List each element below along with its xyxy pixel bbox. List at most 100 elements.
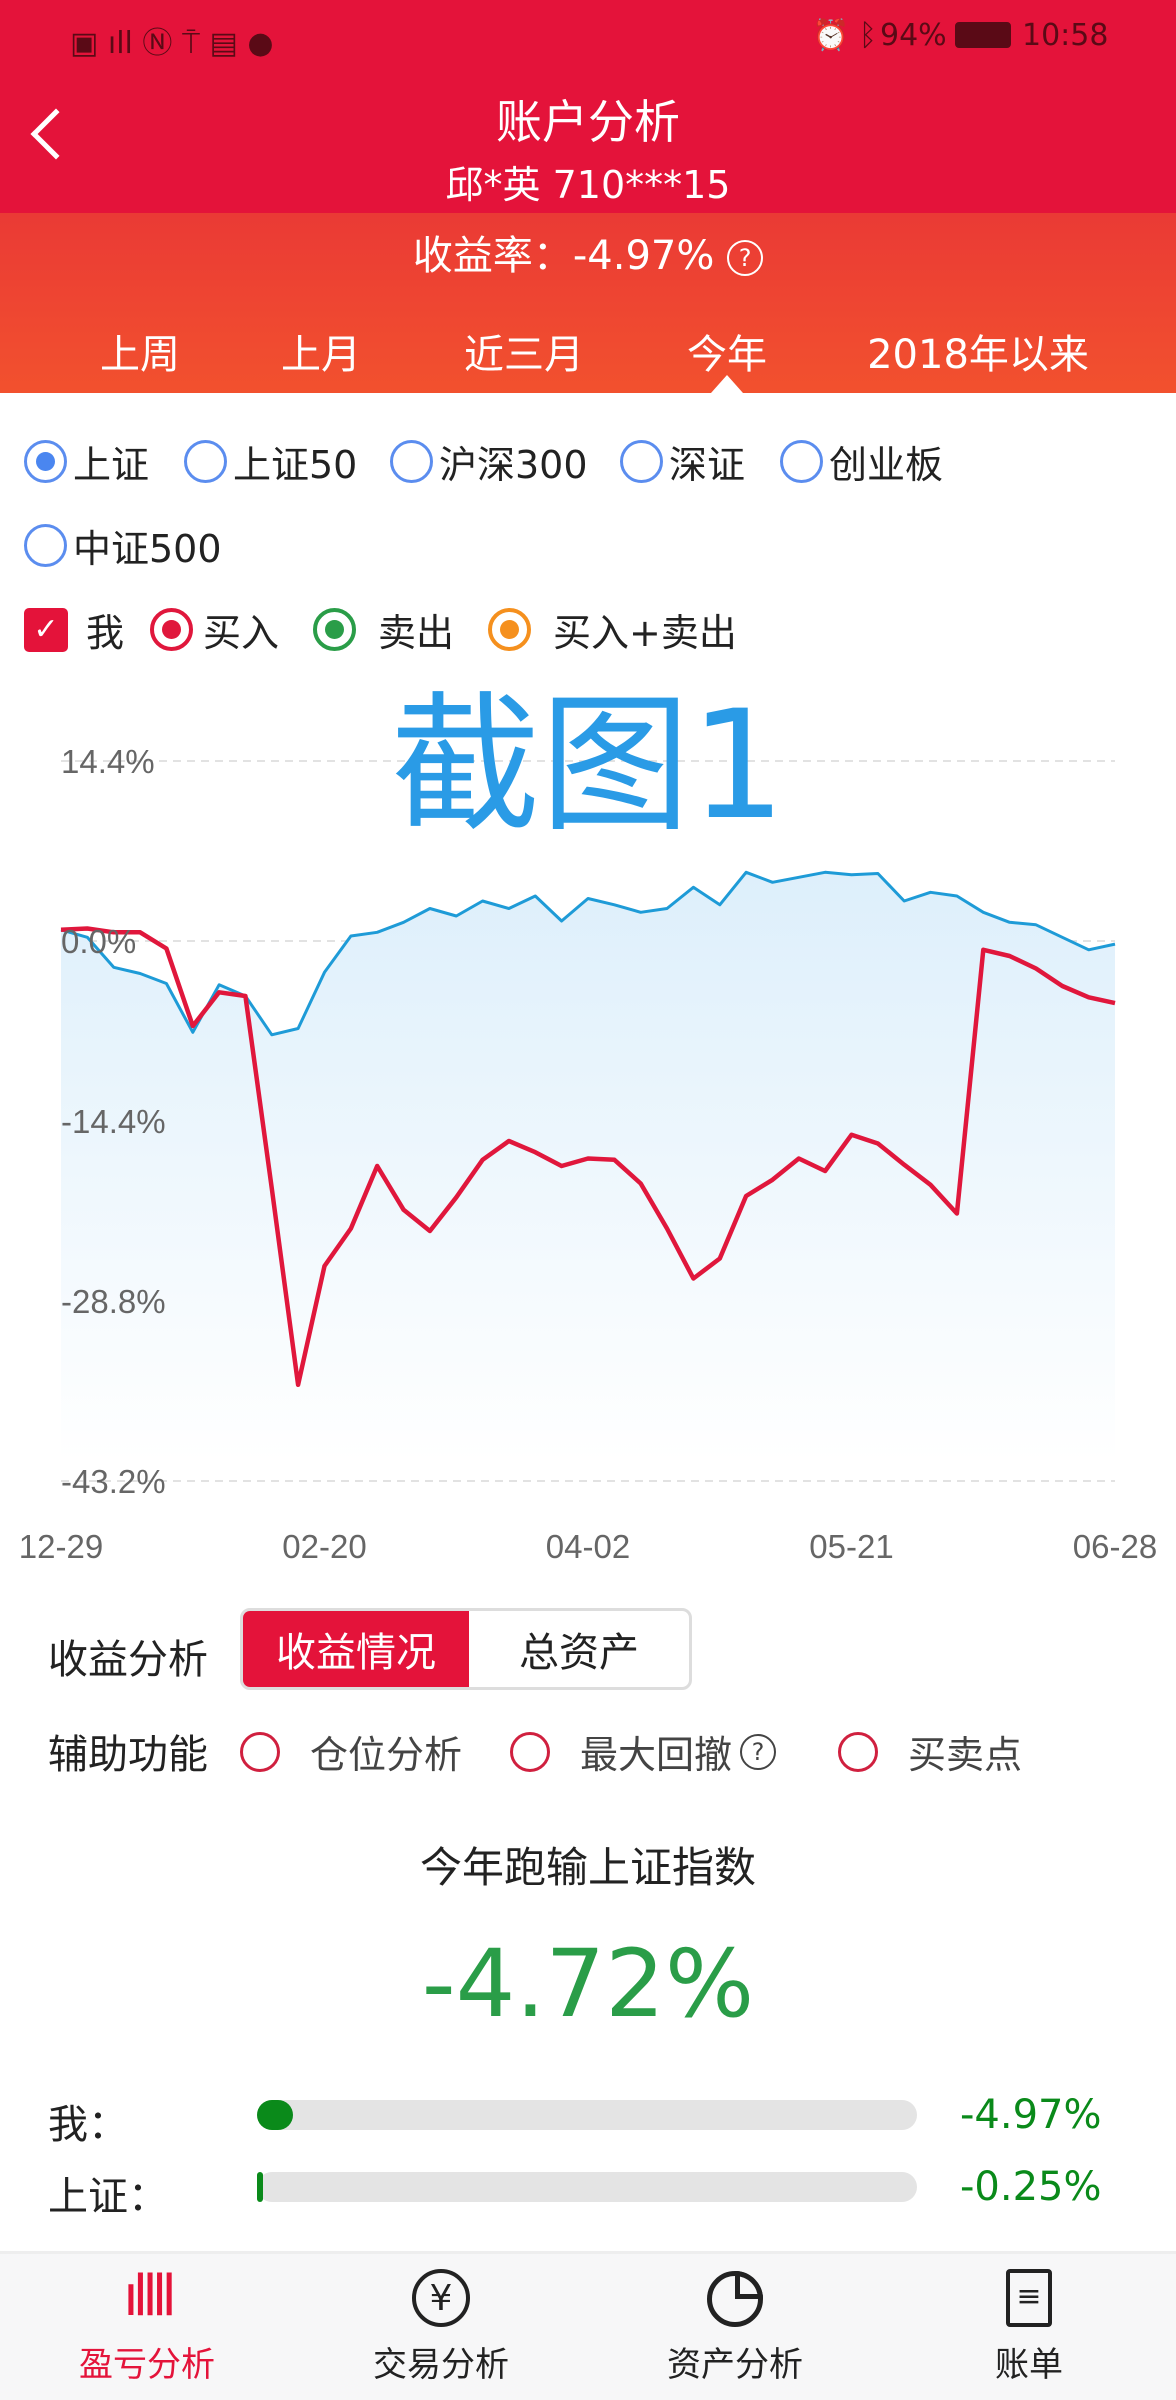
status-icons-left: ▣ ıll Ⓝ ⍑ ▤ ● bbox=[70, 26, 274, 61]
watermark: 截图1 bbox=[390, 679, 786, 853]
radio-icon[interactable] bbox=[620, 440, 663, 483]
index-progress-fill bbox=[257, 2172, 263, 2202]
option-label: 中证500 bbox=[73, 527, 222, 571]
clock: 10:58 bbox=[1022, 18, 1109, 53]
me-value: -4.97% bbox=[960, 2092, 1102, 2138]
index-option-zz500[interactable]: 中证500 bbox=[24, 518, 222, 573]
tab-this-year[interactable]: 今年 bbox=[687, 332, 767, 378]
sell-marker-icon[interactable] bbox=[313, 608, 356, 651]
return-rate-label: 收益率： bbox=[412, 233, 573, 279]
index-area-fill bbox=[61, 872, 1115, 1461]
radio-icon[interactable] bbox=[24, 440, 67, 483]
segment-total-assets[interactable]: 总资产 bbox=[519, 1630, 639, 1676]
option-label: 卖出 bbox=[378, 611, 455, 655]
y-tick-label: -14.4% bbox=[61, 1103, 166, 1140]
option-label: 深证 bbox=[669, 443, 746, 487]
x-tick-label: 02-20 bbox=[282, 1528, 366, 1565]
bottom-nav bbox=[0, 2251, 1176, 2400]
page-title: 账户分析 bbox=[496, 95, 680, 149]
option-label: 上证 bbox=[73, 443, 150, 487]
y-tick-label: 0.0% bbox=[61, 923, 136, 960]
x-tick-label: 04-02 bbox=[546, 1528, 630, 1565]
analysis-segmented-control: 收益情况 总资产 bbox=[240, 1608, 692, 1690]
battery-icon bbox=[955, 22, 1011, 48]
segment-income[interactable]: 收益情况 bbox=[243, 1611, 469, 1687]
aux-trade-points[interactable]: 买卖点 bbox=[838, 1724, 1022, 1779]
marker-sell[interactable]: 卖出 bbox=[313, 602, 454, 657]
battery-level: 94% bbox=[880, 18, 947, 53]
marker-me[interactable]: ✓ 我 bbox=[24, 602, 124, 657]
marker-buy[interactable]: 买入 bbox=[150, 602, 279, 657]
radio-icon[interactable] bbox=[838, 1731, 878, 1772]
x-tick-label: 06-28 bbox=[1073, 1528, 1157, 1565]
radio-icon[interactable] bbox=[780, 440, 823, 483]
bar-signal-icon: ıllll bbox=[123, 2264, 177, 2329]
period-band: 收益率：-4.97% ? 上周 上月 近三月 今年 2018年以来 bbox=[0, 213, 1176, 393]
return-rate-value: -4.97% bbox=[572, 233, 715, 279]
index-option-shanghai[interactable]: 上证 bbox=[24, 434, 149, 489]
aux-position[interactable]: 仓位分析 bbox=[240, 1724, 462, 1779]
question-circle-icon[interactable]: ? bbox=[727, 240, 764, 276]
buy-marker-icon[interactable] bbox=[150, 608, 193, 651]
me-label: 我： bbox=[48, 2102, 128, 2148]
y-tick-label: -43.2% bbox=[61, 1463, 166, 1500]
index-label: 上证： bbox=[48, 2174, 168, 2220]
option-label: 最大回撤 bbox=[580, 1733, 733, 1777]
radio-icon[interactable] bbox=[510, 1731, 550, 1772]
pie-chart-icon bbox=[707, 2271, 763, 2327]
tab-last-week[interactable]: 上周 bbox=[100, 332, 180, 378]
index-progress-bar bbox=[257, 2172, 917, 2202]
tab-three-months[interactable]: 近三月 bbox=[464, 332, 584, 378]
compare-title: 今年跑输上证指数 bbox=[419, 1843, 756, 1892]
y-tick-label: -28.8% bbox=[61, 1283, 166, 1320]
alarm-bluetooth-icon: ⏰ ᛒ bbox=[812, 18, 877, 53]
option-label: 买卖点 bbox=[908, 1733, 1023, 1777]
aux-label: 辅助功能 bbox=[48, 1732, 208, 1778]
radio-icon[interactable] bbox=[24, 524, 67, 567]
nav-trade-analysis[interactable]: ¥ 交易分析 bbox=[294, 2251, 588, 2400]
option-label: 上证50 bbox=[233, 443, 358, 487]
return-rate: 收益率：-4.97% ? bbox=[0, 223, 1176, 281]
option-label: 沪深300 bbox=[439, 443, 588, 487]
checkbox-checked-icon[interactable]: ✓ bbox=[24, 607, 68, 652]
return-chart[interactable]: 14.4% 0.0% -14.4% -28.8% -43.2% 12-29 02-20 04-… bbox=[0, 680, 1176, 1580]
nav-profit-analysis[interactable]: ıllll 盈亏分析 bbox=[0, 2251, 294, 2400]
radio-icon[interactable] bbox=[184, 440, 227, 483]
document-icon: ≡ bbox=[1006, 2269, 1052, 2327]
radio-icon[interactable] bbox=[390, 440, 433, 483]
question-circle-icon[interactable]: ? bbox=[740, 1733, 777, 1770]
x-tick-label: 05-21 bbox=[809, 1528, 893, 1565]
x-tick-label: 12-29 bbox=[19, 1528, 103, 1565]
marker-buy-sell[interactable]: 买入+卖出 bbox=[488, 602, 737, 657]
nav-label: 资产分析 bbox=[667, 2345, 803, 2385]
option-label: 创业板 bbox=[829, 443, 944, 487]
index-option-hs300[interactable]: 沪深300 bbox=[390, 434, 588, 489]
me-progress-bar bbox=[257, 2100, 917, 2130]
index-option-shenzhen[interactable]: 深证 bbox=[620, 434, 745, 489]
tab-last-month[interactable]: 上月 bbox=[281, 332, 361, 378]
index-value: -0.25% bbox=[960, 2164, 1102, 2210]
option-label: 我 bbox=[86, 611, 125, 655]
option-label: 仓位分析 bbox=[310, 1733, 463, 1777]
nav-label: 账单 bbox=[995, 2345, 1063, 2385]
me-progress-fill bbox=[257, 2100, 293, 2130]
buy-sell-marker-icon[interactable] bbox=[488, 608, 531, 651]
nav-asset-analysis[interactable]: 资产分析 bbox=[588, 2251, 882, 2400]
tab-since-2018[interactable]: 2018年以来 bbox=[867, 332, 1089, 378]
header: ▣ ıll Ⓝ ⍑ ▤ ● ⏰ ᛒ 94% 10:58 账户分析 邱*英 710… bbox=[0, 0, 1176, 213]
analysis-label: 收益分析 bbox=[48, 1637, 208, 1683]
nav-label: 交易分析 bbox=[373, 2345, 509, 2385]
option-label: 买入+卖出 bbox=[553, 611, 737, 655]
radio-icon[interactable] bbox=[240, 1731, 280, 1772]
index-option-sz50[interactable]: 上证50 bbox=[184, 434, 357, 489]
nav-bill[interactable]: ≡ 账单 bbox=[882, 2251, 1176, 2400]
nav-label: 盈亏分析 bbox=[79, 2345, 215, 2385]
yen-exchange-icon: ¥ bbox=[412, 2269, 470, 2327]
y-tick-label: 14.4% bbox=[61, 743, 155, 780]
compare-diff: -4.72% bbox=[421, 1930, 755, 2039]
option-label: 买入 bbox=[203, 611, 280, 655]
index-option-chinext[interactable]: 创业板 bbox=[780, 434, 943, 489]
account-subtitle: 邱*英 710***15 bbox=[445, 163, 731, 207]
aux-max-drawdown[interactable]: 最大回撤? bbox=[510, 1724, 777, 1779]
selected-tab-indicator bbox=[711, 375, 743, 393]
